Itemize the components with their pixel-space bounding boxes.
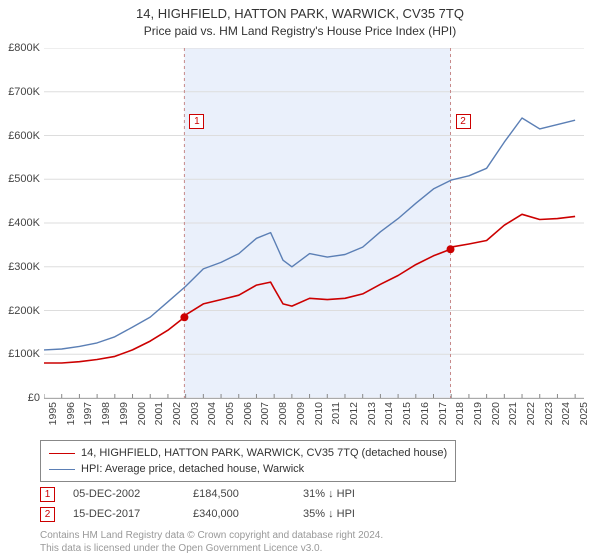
marker-date: 15-DEC-2017 (73, 508, 193, 520)
chart-area: £0£100K£200K£300K£400K£500K£600K£700K£80… (44, 48, 584, 418)
marker-row: 1 05-DEC-2002£184,50031% ↓ HPI (40, 484, 423, 504)
x-tick-label: 2016 (419, 402, 431, 425)
x-tick-label: 2023 (543, 402, 555, 425)
legend: 14, HIGHFIELD, HATTON PARK, WARWICK, CV3… (40, 440, 456, 482)
legend-row: 14, HIGHFIELD, HATTON PARK, WARWICK, CV3… (49, 445, 447, 461)
x-tick-label: 1998 (100, 402, 112, 425)
x-tick-label: 2013 (366, 402, 378, 425)
marker-table: 1 05-DEC-2002£184,50031% ↓ HPI 2 15-DEC-201… (40, 484, 423, 524)
legend-swatch (49, 469, 75, 470)
footer-line-2: This data is licensed under the Open Gov… (40, 543, 383, 556)
x-tick-label: 2020 (490, 402, 502, 425)
x-tick-label: 2010 (313, 402, 325, 425)
x-tick-label: 2022 (525, 402, 537, 425)
x-tick-label: 2004 (206, 402, 218, 425)
x-tick-label: 2000 (136, 402, 148, 425)
x-tick-label: 2007 (259, 402, 271, 425)
x-tick-label: 2017 (437, 402, 449, 425)
marker-price: £184,500 (193, 488, 303, 500)
x-tick-label: 2015 (401, 402, 413, 425)
x-tick-label: 1996 (65, 402, 77, 425)
x-tick-label: 2008 (277, 402, 289, 425)
x-tick-label: 1995 (47, 402, 59, 425)
footer-line-1: Contains HM Land Registry data © Crown c… (40, 530, 383, 543)
marker-number-box: 2 (40, 507, 55, 522)
y-tick-label: £200K (0, 305, 40, 317)
marker-number-box: 1 (40, 487, 55, 502)
x-tick-label: 2003 (189, 402, 201, 425)
x-tick-label: 2014 (383, 402, 395, 425)
x-tick-label: 2021 (507, 402, 519, 425)
marker-price: £340,000 (193, 508, 303, 520)
x-tick-label: 2012 (348, 402, 360, 425)
x-tick-label: 2025 (578, 402, 590, 425)
x-tick-label: 2006 (242, 402, 254, 425)
marker-date: 05-DEC-2002 (73, 488, 193, 500)
x-tick-label: 1997 (82, 402, 94, 425)
plot-svg (44, 48, 584, 398)
y-tick-label: £700K (0, 86, 40, 98)
plot: £0£100K£200K£300K£400K£500K£600K£700K£80… (44, 48, 584, 399)
x-tick-label: 2009 (295, 402, 307, 425)
chart-container: 14, HIGHFIELD, HATTON PARK, WARWICK, CV3… (0, 0, 600, 560)
x-tick-label: 1999 (118, 402, 130, 425)
marker-row: 2 15-DEC-2017£340,00035% ↓ HPI (40, 504, 423, 524)
y-tick-label: £100K (0, 348, 40, 360)
legend-label: HPI: Average price, detached house, Warw… (81, 463, 304, 475)
event-label-1: 1 (189, 114, 204, 129)
legend-swatch (49, 453, 75, 454)
x-tick-label: 2011 (330, 402, 342, 425)
x-tick-label: 2001 (153, 402, 165, 425)
titles: 14, HIGHFIELD, HATTON PARK, WARWICK, CV3… (0, 0, 600, 38)
x-tick-label: 2005 (224, 402, 236, 425)
y-tick-label: £800K (0, 42, 40, 54)
x-tick-label: 2002 (171, 402, 183, 425)
marker-diff: 31% ↓ HPI (303, 488, 423, 500)
subtitle: Price paid vs. HM Land Registry's House … (0, 24, 600, 38)
x-tick-label: 2018 (454, 402, 466, 425)
legend-label: 14, HIGHFIELD, HATTON PARK, WARWICK, CV3… (81, 447, 447, 459)
y-tick-label: £300K (0, 261, 40, 273)
y-tick-label: £0 (0, 392, 40, 404)
x-tick-label: 2019 (472, 402, 484, 425)
title: 14, HIGHFIELD, HATTON PARK, WARWICK, CV3… (0, 6, 600, 21)
marker-diff: 35% ↓ HPI (303, 508, 423, 520)
y-tick-label: £400K (0, 217, 40, 229)
legend-row: HPI: Average price, detached house, Warw… (49, 461, 447, 477)
event-label-2: 2 (456, 114, 471, 129)
footer: Contains HM Land Registry data © Crown c… (40, 530, 383, 555)
y-tick-label: £500K (0, 173, 40, 185)
x-tick-label: 2024 (560, 402, 572, 425)
y-tick-label: £600K (0, 130, 40, 142)
